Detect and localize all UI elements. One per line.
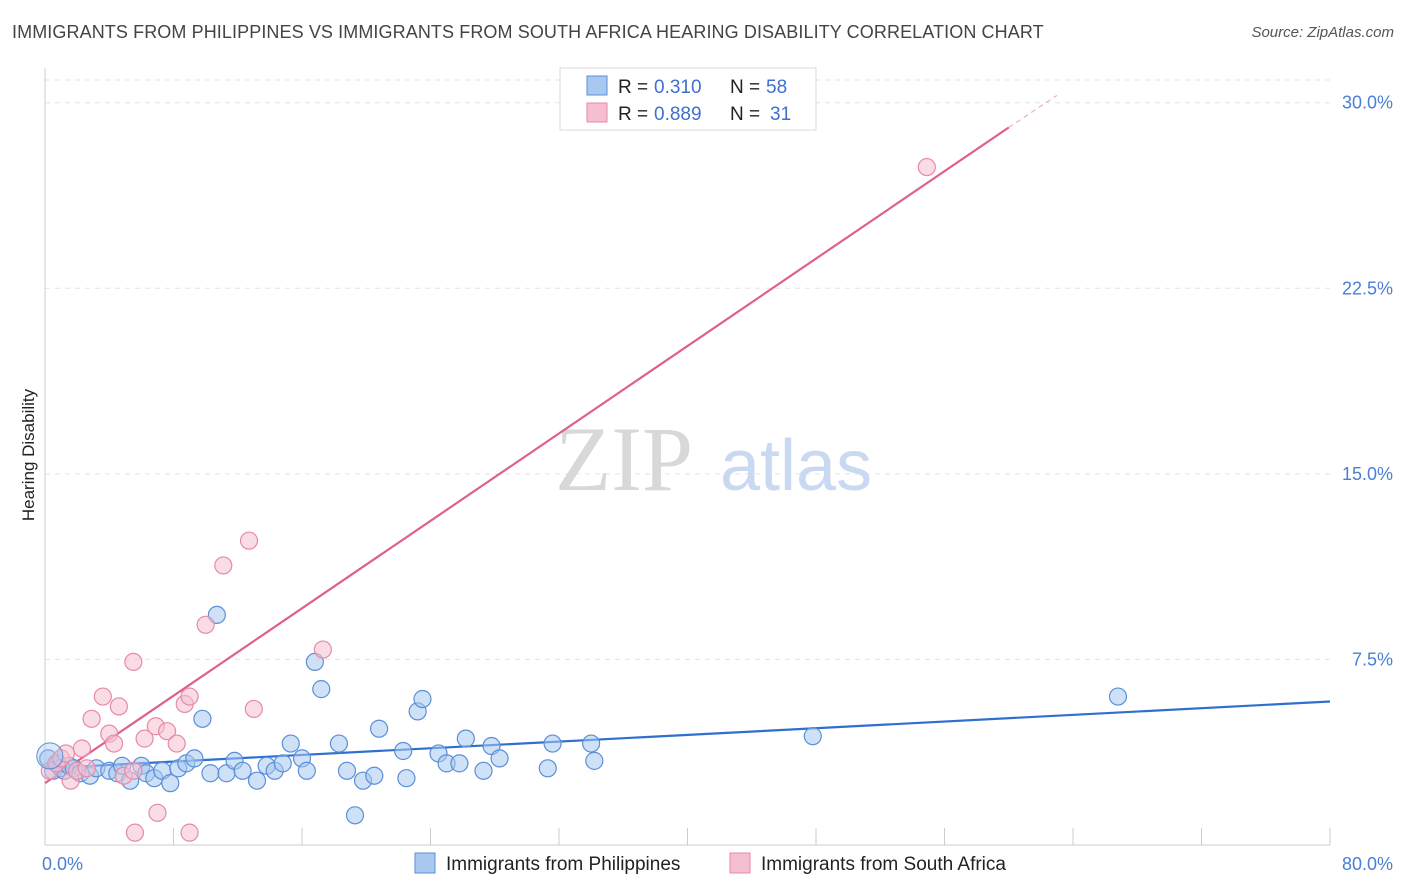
philippines-point-37 <box>329 734 349 753</box>
philippines-point-32 <box>281 734 300 753</box>
philippines-point-28 <box>247 771 267 790</box>
stats-legend: R = 0.310 N = 58 R = 0.889 N = 31 <box>559 67 817 131</box>
watermark: ZIP atlas <box>555 408 872 510</box>
south-africa-point-7 <box>77 759 96 778</box>
philippines-point-36 <box>312 680 331 699</box>
legend-n-label-1: N = <box>730 77 760 98</box>
chart-title: IMMIGRANTS FROM PHILIPPINES VS IMMIGRANT… <box>12 22 1044 42</box>
philippines-point-56 <box>585 751 604 770</box>
philippines-point-58 <box>803 727 822 746</box>
south-africa-point-24 <box>180 823 199 842</box>
philippines-point-38 <box>337 761 357 780</box>
legend-r-value-1: 0.310 <box>654 77 702 98</box>
south-africa-point-21 <box>167 734 186 753</box>
south-africa-point-30 <box>917 157 936 177</box>
south-africa-point-23 <box>180 687 199 706</box>
y-tick-label-3: 30.0% <box>1342 93 1393 113</box>
trend-lines <box>44 94 1331 785</box>
philippines-point-43 <box>394 741 413 761</box>
philippines-cluster-marker <box>36 742 64 770</box>
x-tick-label-0: 0.0% <box>42 854 83 874</box>
south-africa-point-15 <box>124 652 143 672</box>
south-africa-point-11 <box>104 734 124 753</box>
south-africa-point-16 <box>125 823 145 842</box>
philippines-point-53 <box>490 749 509 768</box>
watermark-zip: ZIP <box>555 408 693 510</box>
philippines-point-31 <box>273 754 292 773</box>
philippines-point-55 <box>543 734 562 753</box>
south-africa-point-26 <box>214 556 233 575</box>
data-points <box>36 157 1128 842</box>
philippines-point-50 <box>456 729 475 748</box>
gridlines <box>45 79 1330 660</box>
south-africa-trend-extension <box>1008 94 1058 128</box>
y-axis-label: Hearing Disability <box>19 388 38 521</box>
philippines-point-41 <box>365 766 384 785</box>
south-africa-point-17 <box>135 729 154 748</box>
legend-r-label-1: R = <box>618 77 648 98</box>
y-tick-label-1: 15.0% <box>1342 464 1393 484</box>
legend-r-label-2: R = <box>618 104 648 125</box>
legend-swatch-blue <box>586 75 608 96</box>
series-label-south-africa: Immigrants from South Africa <box>761 854 1006 875</box>
x-tick-label-1: 80.0% <box>1342 854 1393 874</box>
south-africa-point-28 <box>244 699 263 719</box>
philippines-point-34 <box>297 761 316 780</box>
philippines-point-18 <box>161 774 180 793</box>
south-africa-point-20 <box>157 722 177 741</box>
south-africa-point-6 <box>72 739 92 758</box>
philippines-point-42 <box>370 719 389 738</box>
legend-n-value-2: 31 <box>770 104 791 125</box>
legend-n-value-1: 58 <box>766 77 787 98</box>
legend-r-value-2: 0.889 <box>654 104 702 125</box>
philippines-point-39 <box>345 806 365 825</box>
y-tick-label-0: 7.5% <box>1352 649 1393 669</box>
philippines-point-54 <box>538 759 557 778</box>
south-africa-trend-line <box>44 126 1010 785</box>
series-legend: Immigrants from Philippines Immigrants f… <box>414 852 1006 875</box>
south-africa-point-12 <box>109 697 128 716</box>
philippines-point-46 <box>413 689 432 709</box>
south-africa-point-9 <box>93 687 112 706</box>
series-label-philippines: Immigrants from Philippines <box>446 854 680 875</box>
philippines-trend-line <box>44 700 1331 770</box>
series-swatch-south-africa <box>729 852 751 874</box>
tick-labels: 7.5% 15.0% 22.5% 30.0% 0.0% 80.0% <box>42 93 1393 874</box>
philippines-point-27 <box>233 761 252 780</box>
philippines-point-51 <box>474 761 493 780</box>
philippines-point-49 <box>450 754 469 773</box>
philippines-point-44 <box>397 769 416 788</box>
legend-n-label-2: N = <box>730 104 760 125</box>
south-africa-point-27 <box>239 531 259 550</box>
legend-swatch-pink <box>586 102 608 123</box>
south-africa-point-19 <box>148 803 167 822</box>
series-swatch-philippines <box>414 852 436 874</box>
philippines-point-21 <box>185 749 204 768</box>
y-tick-label-2: 22.5% <box>1342 278 1393 298</box>
philippines-point-23 <box>201 764 220 783</box>
chart-source: Source: ZipAtlas.com <box>1251 24 1394 41</box>
watermark-atlas: atlas <box>720 426 872 506</box>
philippines-point-57 <box>582 734 601 753</box>
south-africa-point-14 <box>124 761 143 780</box>
south-africa-point-25 <box>196 615 215 634</box>
south-africa-point-8 <box>82 709 101 728</box>
philippines-point-59 <box>1108 687 1128 706</box>
axes <box>44 68 1331 846</box>
south-africa-point-29 <box>313 640 332 659</box>
philippines-point-22 <box>193 709 212 728</box>
